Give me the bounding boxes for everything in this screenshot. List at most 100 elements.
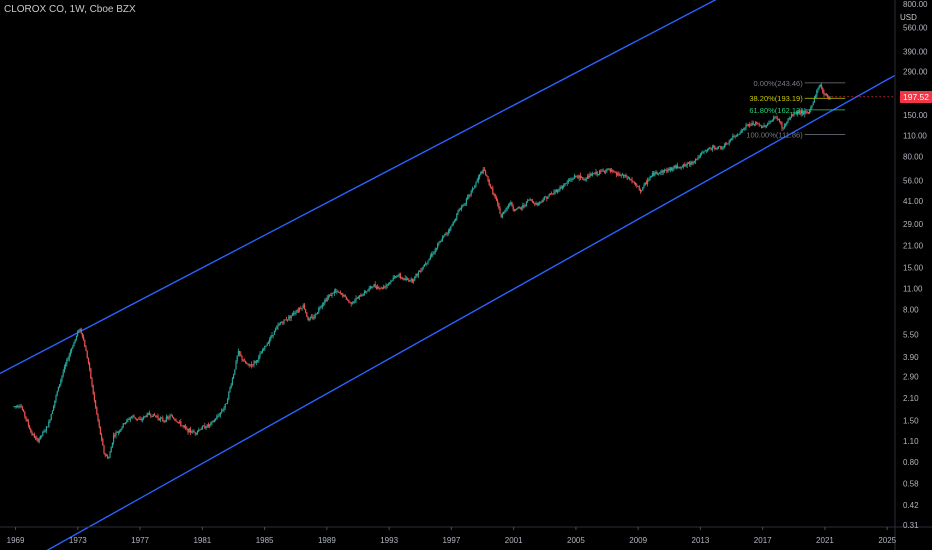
candle-body xyxy=(617,173,619,175)
candle-body xyxy=(115,432,117,436)
candle-body xyxy=(632,181,634,183)
candle-body xyxy=(36,437,38,439)
candle-body xyxy=(609,169,612,172)
candle-body xyxy=(278,323,280,326)
candle-body xyxy=(369,286,372,288)
plot-area[interactable]: 0.00%(243.46) 38.20%(193.19) 61.80%(162.13… xyxy=(0,0,896,550)
candle-body xyxy=(503,211,505,215)
candle-body xyxy=(375,286,378,289)
candle-body xyxy=(649,177,651,180)
candle-body xyxy=(191,432,193,433)
candle-body xyxy=(404,278,406,281)
candle-body xyxy=(281,322,283,324)
candle-body xyxy=(539,201,541,204)
candle-body xyxy=(324,299,326,304)
candle-body xyxy=(743,129,745,131)
candle-body xyxy=(647,180,649,184)
candle-body xyxy=(86,351,88,359)
candle-body xyxy=(283,319,285,324)
candle-body xyxy=(18,406,20,408)
candle-body xyxy=(509,204,511,206)
candle-body xyxy=(479,174,481,178)
candle-body xyxy=(611,170,613,172)
candle-body xyxy=(559,187,561,191)
candle-body xyxy=(593,173,595,175)
candle-body xyxy=(314,314,316,318)
candle-body xyxy=(222,409,224,412)
candle-body xyxy=(554,191,556,193)
candle-body xyxy=(473,188,475,190)
candle-body xyxy=(147,413,150,414)
price-tick-label: 110.00 xyxy=(903,132,927,141)
candle-body xyxy=(445,233,447,235)
candle-body xyxy=(152,414,154,418)
candle-body xyxy=(537,203,540,205)
candle-body xyxy=(459,209,462,210)
candle-body xyxy=(391,280,393,282)
candle-body xyxy=(518,207,520,208)
candle-body xyxy=(450,226,452,231)
candle-body xyxy=(422,266,424,269)
candle-body xyxy=(254,361,256,363)
candle-body xyxy=(128,419,130,420)
candle-body xyxy=(74,339,76,343)
channel-line[interactable] xyxy=(0,74,896,550)
candle-body xyxy=(216,416,218,420)
candle-body xyxy=(596,171,598,175)
candle-body xyxy=(513,209,516,211)
candle-body xyxy=(443,235,445,238)
candle-body xyxy=(667,168,669,172)
candle-body xyxy=(89,362,91,369)
candle-body xyxy=(531,200,534,202)
candle-body xyxy=(126,419,128,423)
candle-body xyxy=(679,166,681,168)
candle-body xyxy=(235,361,237,370)
candle-body xyxy=(402,277,404,280)
candle-body xyxy=(267,342,270,344)
candle-body xyxy=(492,187,494,194)
candle-body xyxy=(60,379,62,385)
candle-body xyxy=(17,406,19,408)
candle-body xyxy=(243,360,246,362)
candle-body xyxy=(385,285,387,288)
candle-body xyxy=(738,134,740,136)
candle-body xyxy=(84,340,86,348)
time-tick-label: 1993 xyxy=(380,536,398,545)
candle-body xyxy=(641,190,643,192)
candle-body xyxy=(535,203,537,205)
candle-body xyxy=(775,117,777,119)
candle-body xyxy=(825,93,828,95)
price-axis[interactable]: 800.00560.00390.00290.00200.00150.00110.… xyxy=(903,0,928,530)
candle-body xyxy=(188,428,190,433)
candle-body xyxy=(486,174,488,177)
candle-body xyxy=(139,419,141,420)
candle-body xyxy=(379,288,381,290)
candle-body xyxy=(167,416,169,418)
candle-body xyxy=(150,414,152,417)
candle-body xyxy=(37,438,39,442)
candle-body xyxy=(557,189,559,192)
candle-body xyxy=(681,166,684,168)
candle-body xyxy=(444,233,446,236)
candle-body xyxy=(221,411,223,413)
candle-body xyxy=(98,420,100,427)
candle-body xyxy=(47,426,49,428)
candle-body xyxy=(794,113,796,114)
candle-body xyxy=(462,204,464,207)
candle-body xyxy=(728,140,730,144)
candle-body xyxy=(684,164,686,166)
time-axis[interactable]: 1969 1973 1977 1981 1985 1989 1993 1997 2001 2005… xyxy=(7,527,897,545)
candle-body xyxy=(528,199,530,201)
candle-body xyxy=(73,342,75,347)
candle-body xyxy=(67,359,69,361)
candle-body xyxy=(805,110,807,113)
candle-body xyxy=(48,421,50,428)
candle-body xyxy=(33,434,36,438)
channel-line[interactable] xyxy=(0,0,895,374)
candle-body xyxy=(470,190,472,195)
currency-label[interactable]: USD xyxy=(900,13,917,22)
candle-body xyxy=(173,417,175,419)
candle-body xyxy=(737,134,739,136)
candle-body xyxy=(90,368,92,379)
